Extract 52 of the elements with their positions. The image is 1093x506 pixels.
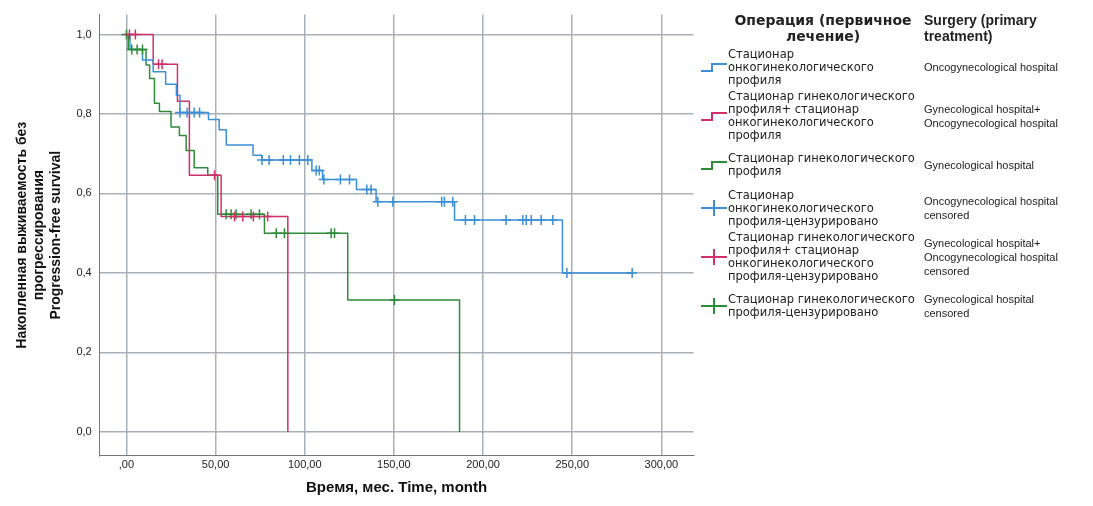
point [270, 227, 282, 239]
y-tick-label: 0,2 [76, 345, 92, 358]
y-tick-label: 0,4 [76, 265, 92, 278]
point [372, 196, 384, 208]
legend-label: Стационар гинекологического профиля [728, 151, 916, 178]
point [302, 154, 314, 166]
text: Gynecological hospital [923, 158, 1036, 172]
x-tick-label: 150,00 [377, 458, 411, 471]
y-tick-label: 0,0 [76, 424, 92, 437]
point [236, 210, 249, 223]
x-axis-title: Время, мес. Time, month [306, 478, 488, 496]
x-tick-label: ,00 [118, 458, 135, 471]
y-tick-label: 1,0 [76, 27, 92, 40]
point [208, 169, 221, 181]
x-tick-label: 250,00 [555, 458, 590, 471]
x-tick-label: 200,00 [466, 458, 500, 471]
point [263, 154, 275, 166]
y-axis-title: Накопленная выживаемость без прогрессирования Progression-free survival [13, 121, 63, 349]
legend-title: Операция (первичное лечение) [733, 12, 913, 44]
x-tick-label: 50,00 [201, 458, 230, 471]
point [626, 267, 638, 279]
y-tick-label: 0,8 [76, 107, 92, 119]
legend-label: Стационар онкогинекологического профиля-цензурировано [728, 187, 880, 228]
point [343, 173, 356, 186]
point [261, 210, 274, 223]
point [387, 196, 399, 208]
x-tick-label: 100,00 [287, 458, 322, 471]
legend-label: Стационар онкогинекологического профиля [728, 46, 875, 87]
point [334, 173, 347, 186]
text: Gynecological hospital+ Oncogynecological hospital [923, 102, 1059, 130]
point [313, 164, 326, 177]
point [447, 196, 459, 208]
point [561, 267, 573, 279]
text: Gynecological hospital censored [923, 292, 1036, 320]
point [318, 173, 330, 186]
legend-label: Стационар гинекологического профиля+ стационар онкогинекологического профиля [728, 89, 916, 142]
point [547, 214, 559, 226]
y-tick-label: 0,6 [76, 186, 92, 199]
point [129, 28, 142, 41]
text: Oncogynecological hospital [923, 60, 1059, 74]
text: Gynecological hospital+ Oncogynecological hospital censored [923, 236, 1059, 278]
point [253, 208, 266, 220]
point [500, 214, 512, 226]
point [388, 294, 401, 306]
text: Oncogynecological hospital censored [923, 194, 1059, 222]
text: Surgery (primary treatment) [923, 12, 1038, 44]
x-tick-label: 300,00 [644, 458, 679, 471]
point [328, 227, 341, 239]
point [278, 227, 291, 239]
legend-label: Стационар гинекологического профиля+ стационар онкогинекологического профиля-цензурировано [728, 230, 916, 283]
legend-label: Стационар гинекологического профиля-цензурировано [728, 292, 916, 319]
point [535, 214, 547, 226]
